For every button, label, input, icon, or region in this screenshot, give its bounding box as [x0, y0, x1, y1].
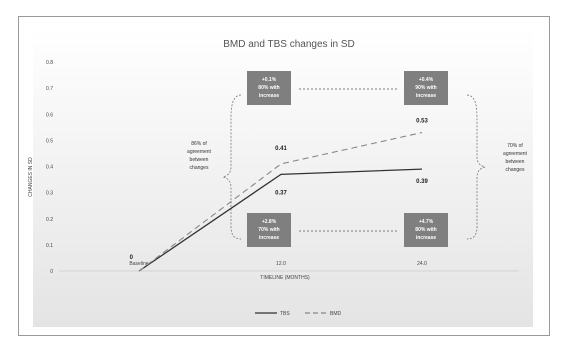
top-left-stat-box: [247, 71, 291, 105]
left-agreement-note: 86% of agreement between changes: [187, 141, 212, 171]
bottom-left-stat-box: [247, 213, 291, 247]
series-line-tbs: [138, 168, 423, 272]
y-tick-label: 0.8: [46, 60, 53, 66]
y-tick-label: 0.7: [46, 86, 53, 92]
top-right-stat-text: +0.4% 90% with increase: [415, 77, 436, 99]
data-label-tbs: 0.39: [416, 179, 428, 185]
chart-frame: BMD and TBS changes in SD CHANGES IN SD …: [18, 16, 550, 336]
series-line-bmd: [138, 132, 423, 272]
bottom-left-stat-text: +2.8% 70% with increase: [258, 219, 279, 241]
y-tick-label: 0.6: [46, 112, 53, 118]
x-tick-label: 12.0: [276, 261, 286, 267]
y-tick-label: 0.5: [46, 138, 53, 144]
y-axis-label: CHANGES IN SD: [28, 157, 34, 197]
x-axis-label: TIMELINE (MONTHS): [260, 275, 310, 281]
data-label-tbs: 0.37: [275, 190, 287, 196]
legend-label-bmd: BMD: [330, 311, 342, 317]
bottom-right-stat-text: +4.7% 80% with increase: [415, 219, 436, 241]
y-tick-label: 0: [50, 269, 53, 275]
y-tick-label: 0.3: [46, 191, 53, 197]
chart-title: BMD and TBS changes in SD: [223, 39, 355, 50]
data-label-tbs: 0: [130, 255, 134, 261]
x-tick-label: Baseline: [129, 261, 148, 267]
y-tick-label: 0.2: [46, 217, 53, 223]
bottom-right-stat-box: [404, 213, 448, 247]
right-agreement-note: 70% of agreement between changes: [503, 143, 528, 173]
top-left-stat-text: +0.1% 80% with increase: [258, 77, 279, 99]
legend-label-tbs: TBS: [280, 311, 290, 317]
top-right-stat-box: [404, 71, 448, 105]
data-label-bmd: 0.41: [275, 146, 287, 152]
y-tick-label: 0.4: [46, 165, 53, 171]
y-tick-label: 0.1: [46, 243, 53, 249]
data-label-bmd: 0.53: [416, 119, 428, 125]
line-chart: BMD and TBS changes in SD CHANGES IN SD …: [28, 27, 533, 327]
x-tick-label: 24.0: [417, 261, 427, 267]
